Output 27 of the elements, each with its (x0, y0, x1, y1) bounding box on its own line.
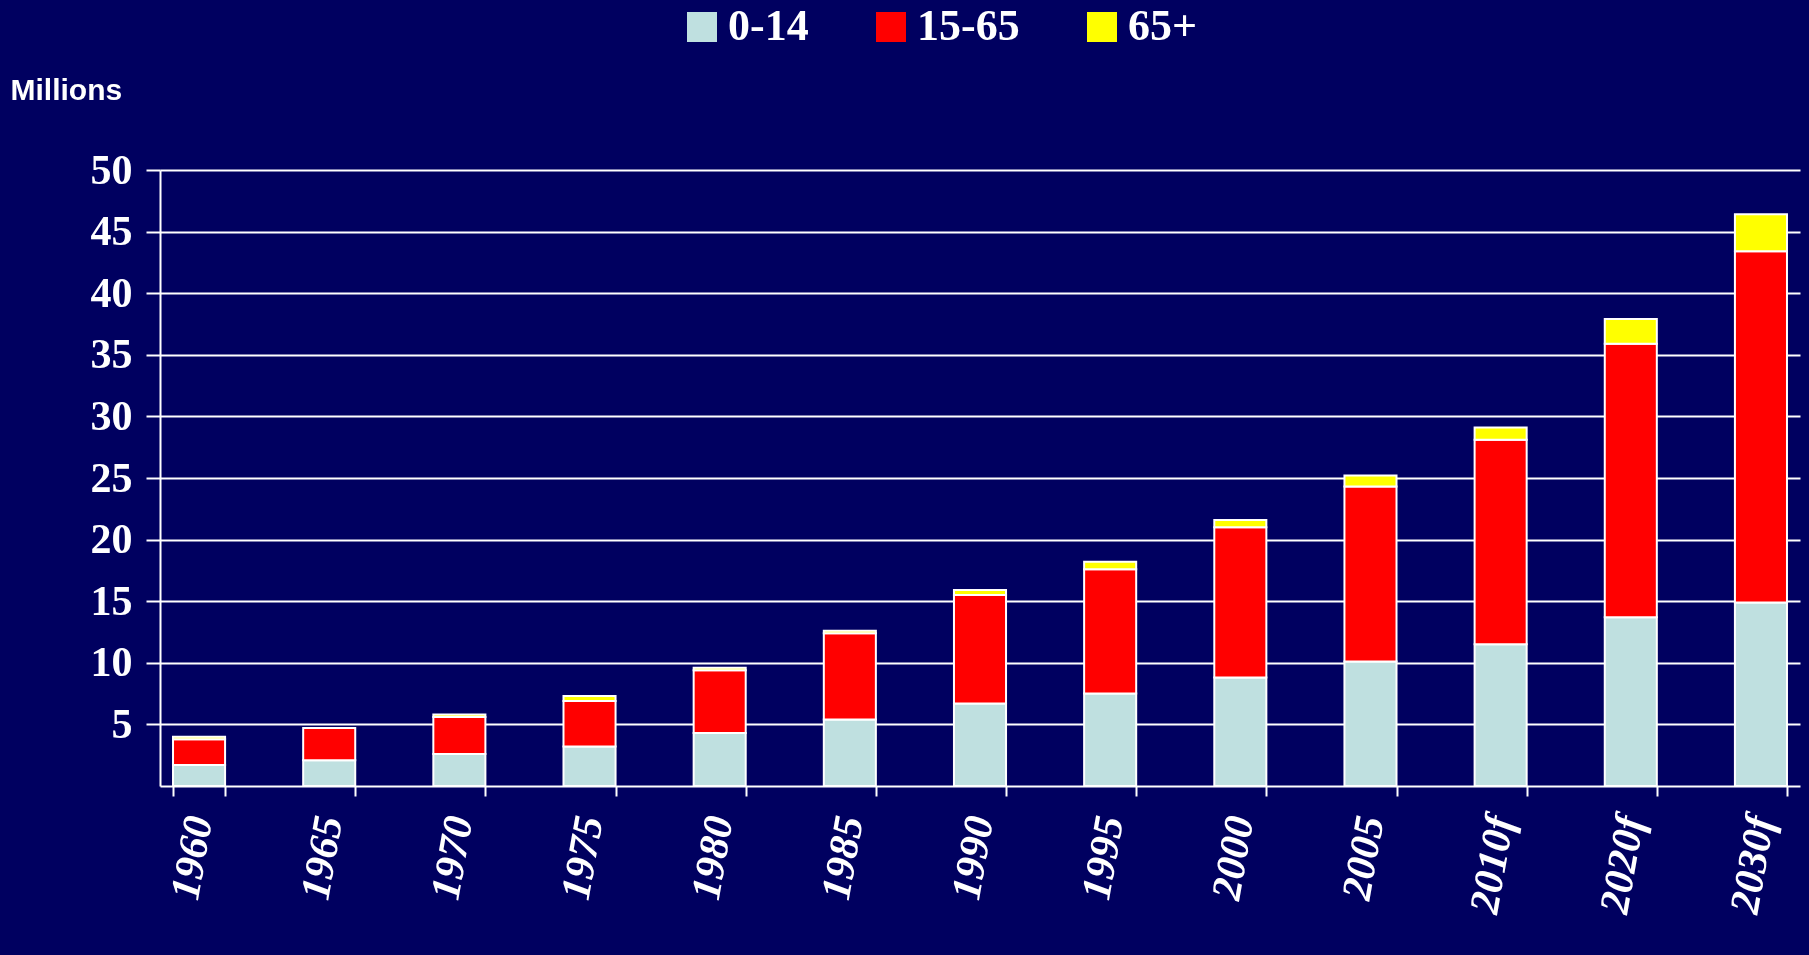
y-tick-label: 35 (90, 331, 133, 378)
x-tick-label: 1960 (161, 812, 222, 904)
y-tick-label: 30 (90, 392, 133, 439)
legend-label: 65+ (1128, 1, 1198, 50)
x-tick-label: 1995 (1072, 812, 1133, 904)
x-tick-label: 1985 (812, 812, 873, 904)
legend-label: 15-65 (917, 1, 1020, 50)
legend-label: 0-14 (728, 1, 809, 50)
x-tick-label: 1990 (942, 812, 1003, 904)
y-tick-label: 5 (111, 700, 133, 747)
x-tick-label: 1980 (681, 812, 742, 904)
x-tick-label: 1965 (291, 812, 352, 904)
x-tick-label: 2005 (1332, 812, 1393, 905)
y-tick-label: 20 (90, 516, 133, 563)
x-tick-label: 2010f (1460, 808, 1524, 918)
x-tick-label: 2030f (1720, 808, 1784, 918)
x-tick-label: 1975 (551, 812, 612, 904)
y-tick-label: 50 (90, 146, 133, 193)
x-tick-label: 1970 (421, 812, 482, 904)
y-tick-label: 15 (90, 577, 133, 624)
y-tick-label: 25 (90, 454, 133, 501)
y-tick-label: 45 (90, 208, 133, 255)
y-axis-title: Millions (10, 72, 123, 106)
x-tick-label: 2000 (1202, 812, 1263, 905)
y-tick-label: 10 (90, 639, 133, 686)
x-tick-label: 2020f (1590, 808, 1654, 918)
y-tick-label: 40 (90, 269, 133, 316)
